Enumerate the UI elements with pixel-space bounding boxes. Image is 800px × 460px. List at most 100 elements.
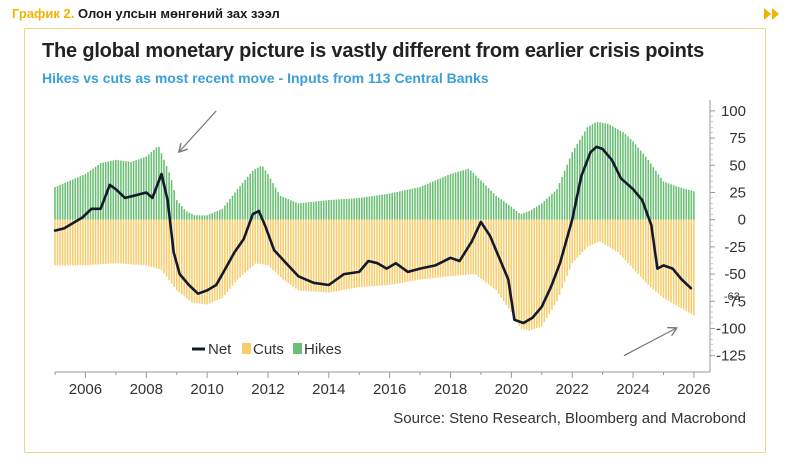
cuts-bar — [295, 220, 297, 289]
hikes-bar — [82, 175, 84, 220]
hikes-bar — [237, 189, 239, 219]
cuts-bar — [642, 220, 644, 280]
hikes-bar — [125, 161, 127, 219]
hikes-bar — [178, 203, 180, 220]
hikes-bar — [262, 167, 264, 220]
cuts-bar — [630, 220, 632, 266]
hikes-bar — [267, 174, 269, 220]
cuts-bar — [518, 220, 520, 326]
hikes-bar — [298, 203, 300, 219]
cuts-bar — [92, 220, 94, 265]
cuts-bar — [465, 220, 467, 275]
hikes-bar — [660, 178, 662, 220]
hikes-bar — [219, 210, 221, 220]
cuts-bar — [90, 220, 92, 265]
hikes-bar — [561, 177, 563, 220]
cuts-bar — [599, 220, 601, 242]
cuts-bar — [277, 220, 279, 275]
hikes-bar — [686, 189, 688, 219]
hikes-bar — [100, 163, 102, 220]
cuts-bar — [75, 220, 77, 266]
hikes-bar — [391, 193, 393, 220]
annotation-arrow-2008 — [180, 111, 217, 151]
x-tick-label: 2008 — [130, 381, 163, 398]
cuts-bar — [625, 220, 627, 261]
hikes-bar — [323, 201, 325, 220]
hikes-bar — [432, 182, 434, 220]
cuts-bar — [257, 220, 259, 264]
cuts-bar — [110, 220, 112, 264]
hikes-bar — [653, 167, 655, 220]
cuts-bar — [118, 220, 120, 264]
cuts-bar — [209, 220, 211, 304]
hikes-bar — [285, 198, 287, 220]
cuts-bar — [82, 220, 84, 266]
cuts-bar — [163, 220, 165, 273]
cuts-bar — [432, 220, 434, 278]
cuts-bar — [374, 220, 376, 286]
cuts-bar — [592, 220, 594, 245]
hikes-bar — [551, 194, 553, 220]
hikes-bar — [326, 200, 328, 219]
cuts-bar — [100, 220, 102, 265]
cuts-bar — [105, 220, 107, 264]
cuts-bar — [604, 220, 606, 245]
cuts-bar — [445, 220, 447, 277]
cuts-bar — [422, 220, 424, 280]
hikes-bar — [191, 214, 193, 220]
cuts-bar — [356, 220, 358, 288]
hikes-bar — [234, 192, 236, 219]
hikes-bar — [364, 197, 366, 219]
cuts-bar — [353, 220, 355, 288]
cuts-bar — [260, 220, 262, 264]
hikes-bar — [336, 200, 338, 220]
hikes-bar — [143, 157, 145, 219]
cuts-bar — [156, 220, 158, 269]
hikes-bar — [189, 213, 191, 220]
hikes-bar — [120, 161, 122, 220]
hikes-bar — [688, 190, 690, 220]
cuts-bar — [145, 220, 147, 266]
cuts-bar — [533, 220, 535, 329]
hikes-bar — [602, 123, 604, 220]
hikes-bar — [566, 165, 568, 220]
hikes-bar — [62, 184, 64, 220]
hikes-bar — [206, 215, 208, 219]
hikes-bar — [394, 192, 396, 219]
hikes-bar — [67, 182, 69, 220]
y-tick-label: -50 — [724, 266, 746, 283]
x-tick-label: 2016 — [373, 381, 406, 398]
hikes-bar — [670, 184, 672, 219]
hikes-bar — [184, 209, 186, 220]
cuts-bar — [460, 220, 462, 276]
hikes-bar — [564, 171, 566, 220]
hikes-bar — [587, 127, 589, 219]
hikes-bar — [216, 211, 218, 220]
hikes-bar — [508, 205, 510, 220]
hikes-bar — [465, 169, 467, 219]
cuts-bar — [574, 220, 576, 261]
x-tick-label: 2010 — [190, 381, 223, 398]
cuts-bar — [326, 220, 328, 293]
hikes-bar — [280, 196, 282, 220]
hikes-bar — [455, 172, 457, 219]
cuts-bar — [290, 220, 292, 285]
hikes-bar — [612, 126, 614, 219]
hikes-bar — [153, 150, 155, 220]
cuts-bar — [262, 220, 264, 265]
hikes-bar — [640, 151, 642, 220]
hikes-bar — [673, 185, 675, 219]
hikes-bar — [437, 179, 439, 219]
hikes-bar — [693, 191, 695, 219]
hikes-bar — [356, 198, 358, 220]
cuts-bar — [57, 220, 59, 266]
cuts-bar — [214, 220, 216, 302]
cuts-bar — [153, 220, 155, 268]
cuts-bar — [470, 220, 472, 275]
hikes-bar — [224, 206, 226, 220]
hikes-bar — [315, 201, 317, 219]
cuts-bar — [391, 220, 393, 285]
hikes-bar — [244, 180, 246, 220]
cuts-bar — [54, 220, 56, 266]
cuts-bar — [688, 220, 690, 313]
